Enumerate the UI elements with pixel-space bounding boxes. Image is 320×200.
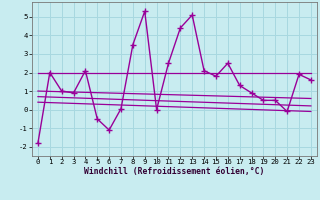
X-axis label: Windchill (Refroidissement éolien,°C): Windchill (Refroidissement éolien,°C)	[84, 167, 265, 176]
